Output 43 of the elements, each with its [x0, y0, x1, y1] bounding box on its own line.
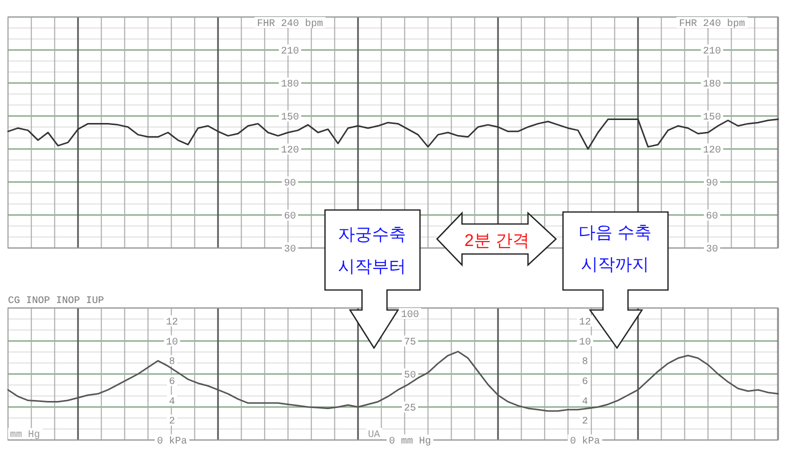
y-tick-label: 210 [280, 46, 300, 58]
annotation: 2분 간격 [464, 231, 530, 250]
y2-tick-label: 12 [578, 317, 592, 328]
annotation: mm Hg [10, 430, 40, 441]
y-tick-label: 100 [400, 310, 420, 321]
text: 시작부터 [338, 257, 406, 276]
y-tick-label: 50 [404, 370, 416, 382]
y2-tick-label: 180 [702, 80, 722, 90]
y-tick-label: 90 [284, 178, 296, 190]
y2-tick-label: 90 [706, 178, 718, 190]
y-tick-label: 75 [404, 338, 416, 348]
y3-tick-label: 8 [168, 357, 176, 368]
y-tick-label: 0 mm Hg [388, 436, 432, 448]
y-tick-label: 120 [280, 146, 300, 156]
y-tick-label: 150 [280, 112, 300, 124]
text: CG INOP INOP IUP [8, 296, 104, 307]
y3-tick-label: 10 [166, 337, 178, 348]
annotation: 다음 수축 [578, 223, 652, 242]
y2-tick-label: 6 [582, 376, 588, 388]
text: 시작까지 [581, 255, 649, 274]
annotation: UA [368, 430, 380, 441]
y2-tick-label: 120 [702, 146, 722, 156]
y2-tick-label: 8 [582, 357, 588, 368]
y3-tick-label: 6 [168, 376, 176, 388]
y3-tick-label: 4 [168, 396, 176, 408]
y2-tick-label: FHR 240 bpm [678, 18, 746, 30]
y2-tick-label: 4 [582, 396, 588, 408]
y2-tick-label: 0 kPa [570, 436, 600, 448]
y-tick-label: 30 [284, 244, 296, 256]
y-tick-label: FHR 240 bpm [256, 18, 324, 30]
y2-tick-label: 2 [582, 416, 588, 428]
y2-tick-label: 30 [706, 244, 718, 256]
y3-tick-label: 12 [166, 317, 178, 328]
y2-tick-label: 10 [578, 337, 592, 348]
y2-tick-label: 210 [702, 46, 722, 58]
y2-tick-label: 60 [706, 212, 718, 222]
annotation: 자궁수축 [338, 225, 406, 244]
y3-tick-label: 2 [168, 416, 176, 428]
y2-tick-label: 150 [702, 112, 722, 124]
y3-tick-label: 0 kPa [156, 436, 188, 448]
y-tick-label: 60 [284, 212, 296, 222]
y-tick-label: 25 [404, 404, 416, 414]
y-tick-label: 180 [280, 80, 300, 90]
